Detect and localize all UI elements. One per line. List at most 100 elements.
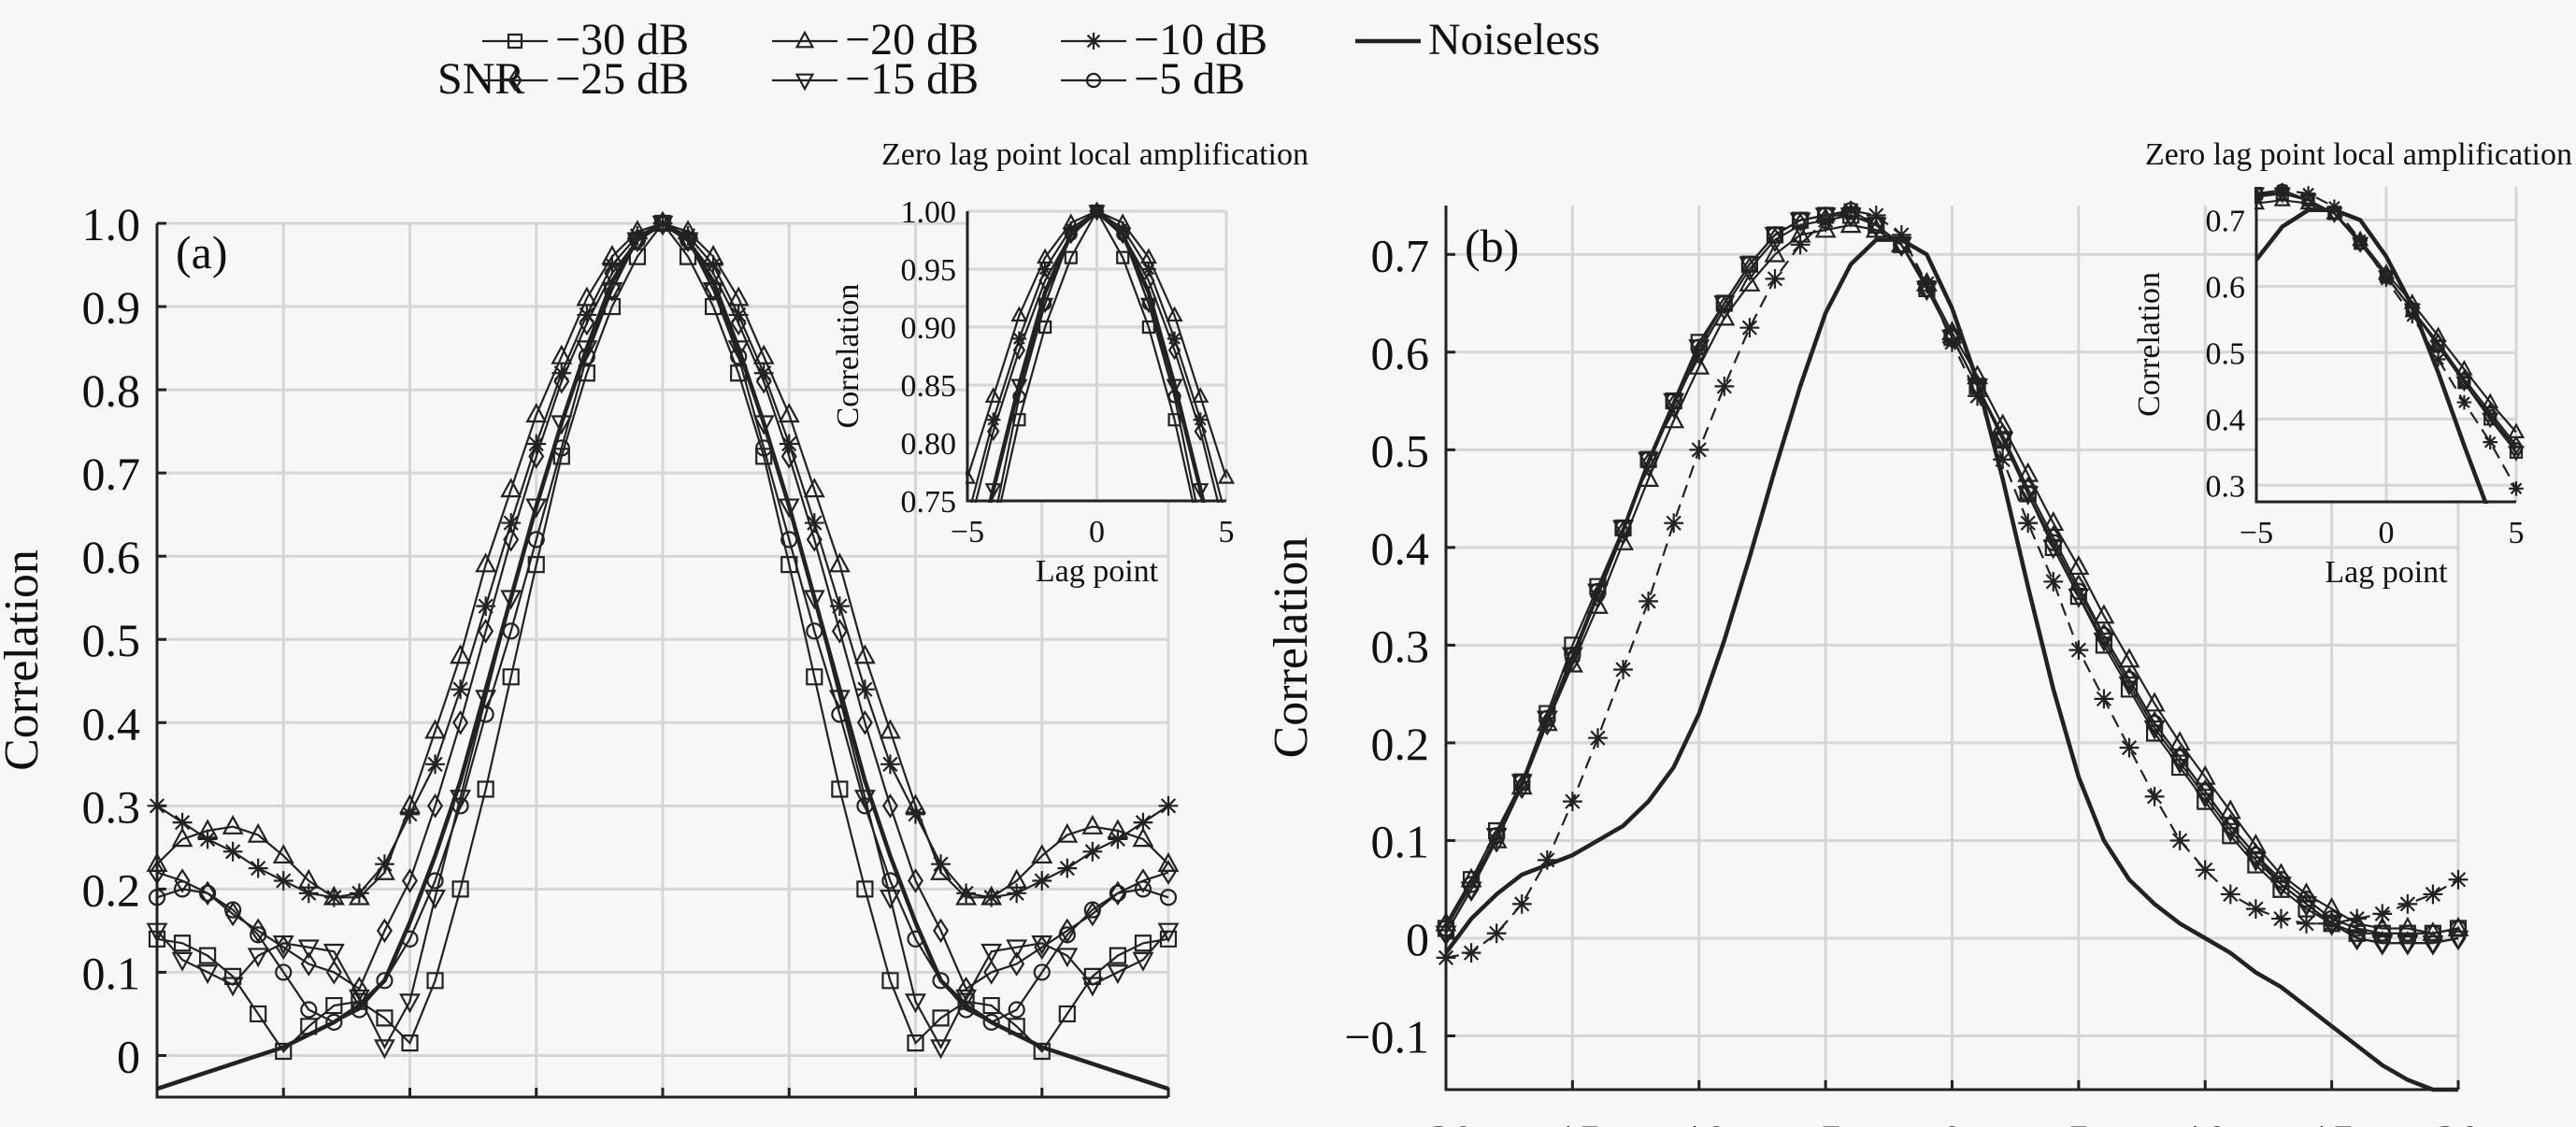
data-point [932,972,950,990]
inset-y-tick-label: 0.75 [901,485,957,520]
x-tick-label: 20 [1145,1122,1192,1127]
data-point [224,901,242,919]
data-point [551,363,572,383]
data-point [804,513,824,533]
data-point [2143,692,2166,712]
data-point [424,719,447,739]
panel-b: −20 −15 −10 −5 0 5 10 15 20 −0.1 0 0.1 0.2 0.3 0.4 0.5 0… [1265,137,2572,1127]
data-point [1033,963,1051,981]
series-line [2254,207,2489,504]
data-point [679,248,697,265]
data-point [2297,891,2315,908]
series-m5-db [2254,183,2524,456]
data-point [149,860,165,885]
data-point [148,930,166,948]
data-point [1689,439,1710,460]
data-point [199,880,216,906]
data-point [1141,262,1156,277]
data-point [856,880,874,898]
data-point [1010,306,1028,322]
data-point [930,860,952,880]
data-point [962,646,973,657]
data-point [1868,216,1885,235]
data-point [300,1018,318,1035]
data-point [1193,412,1209,427]
data-point [1918,279,1936,297]
data-point [806,668,823,686]
data-point [427,793,444,819]
data-point [300,1001,318,1019]
data-point [1665,392,1682,410]
data-point [1815,210,1836,231]
data-point [2397,934,2419,955]
data-point [452,710,469,735]
data-point [1132,951,1154,972]
inset-x-tick-label: 0 [1089,515,1105,549]
data-point [984,387,1002,403]
data-point [1166,306,1183,322]
data-point [2275,183,2289,197]
data-point [828,552,851,573]
data-point [1690,338,1708,356]
inset-x-tick-label: 5 [2509,516,2525,550]
data-point [2018,513,2039,534]
data-point [2119,737,2140,758]
y-tick-label: 0.6 [82,531,141,583]
legend-entry-m30-db: −30 dB [482,15,689,64]
data-point [2509,481,2524,496]
data-point [1159,930,1178,948]
x-tick-label: −15 [1528,1115,1601,1127]
data-point [401,1034,419,1052]
x-tick-label: −20 [113,1122,186,1127]
data-point [2246,899,2266,920]
data-point [1109,884,1127,902]
data-point [2017,462,2039,482]
data-point [1942,332,1962,352]
data-point [2322,913,2342,934]
data-point [576,286,598,307]
data-point [879,719,901,739]
x-tick-label: 0 [651,1122,675,1127]
data-point [2044,534,2062,551]
data-point [602,255,623,275]
data-point [2301,193,2315,207]
data-point [1791,211,1810,229]
data-point [1842,202,1860,220]
data-point [2297,913,2316,934]
legend-label: −30 dB [555,15,689,64]
data-point [2195,860,2215,880]
data-point [2424,924,2442,942]
data-point [2373,924,2391,942]
data-point [1135,868,1152,893]
data-point [2447,930,2469,950]
data-point [146,922,168,943]
data-point [1221,680,1232,692]
inset-x-tick-label: −5 [2240,516,2273,550]
data-point [1437,920,1455,937]
data-point [1564,646,1581,663]
asterisk-icon [1084,32,1103,50]
data-point [752,415,775,435]
data-point [171,951,193,972]
data-point [703,255,723,275]
data-point [1613,660,1633,679]
y-tick-label: 0.7 [1371,229,1430,281]
data-point [627,225,648,246]
data-point [2120,670,2139,689]
y-tick-label: 0 [117,1030,140,1082]
x-tick-label: −10 [365,1122,438,1127]
data-point [1057,858,1078,878]
data-point [197,829,218,849]
data-point [933,918,950,944]
y-tick-label: 0.8 [82,364,141,417]
series-line [2255,189,2517,449]
data-point [1107,964,1129,985]
data-point [348,885,370,906]
legend-label: Noiseless [1428,15,1600,64]
data-point [1134,880,1152,898]
data-point [500,478,522,498]
data-point [275,963,293,981]
data-point [174,868,191,893]
legend-label: −20 dB [845,15,979,64]
data-point [272,934,294,955]
